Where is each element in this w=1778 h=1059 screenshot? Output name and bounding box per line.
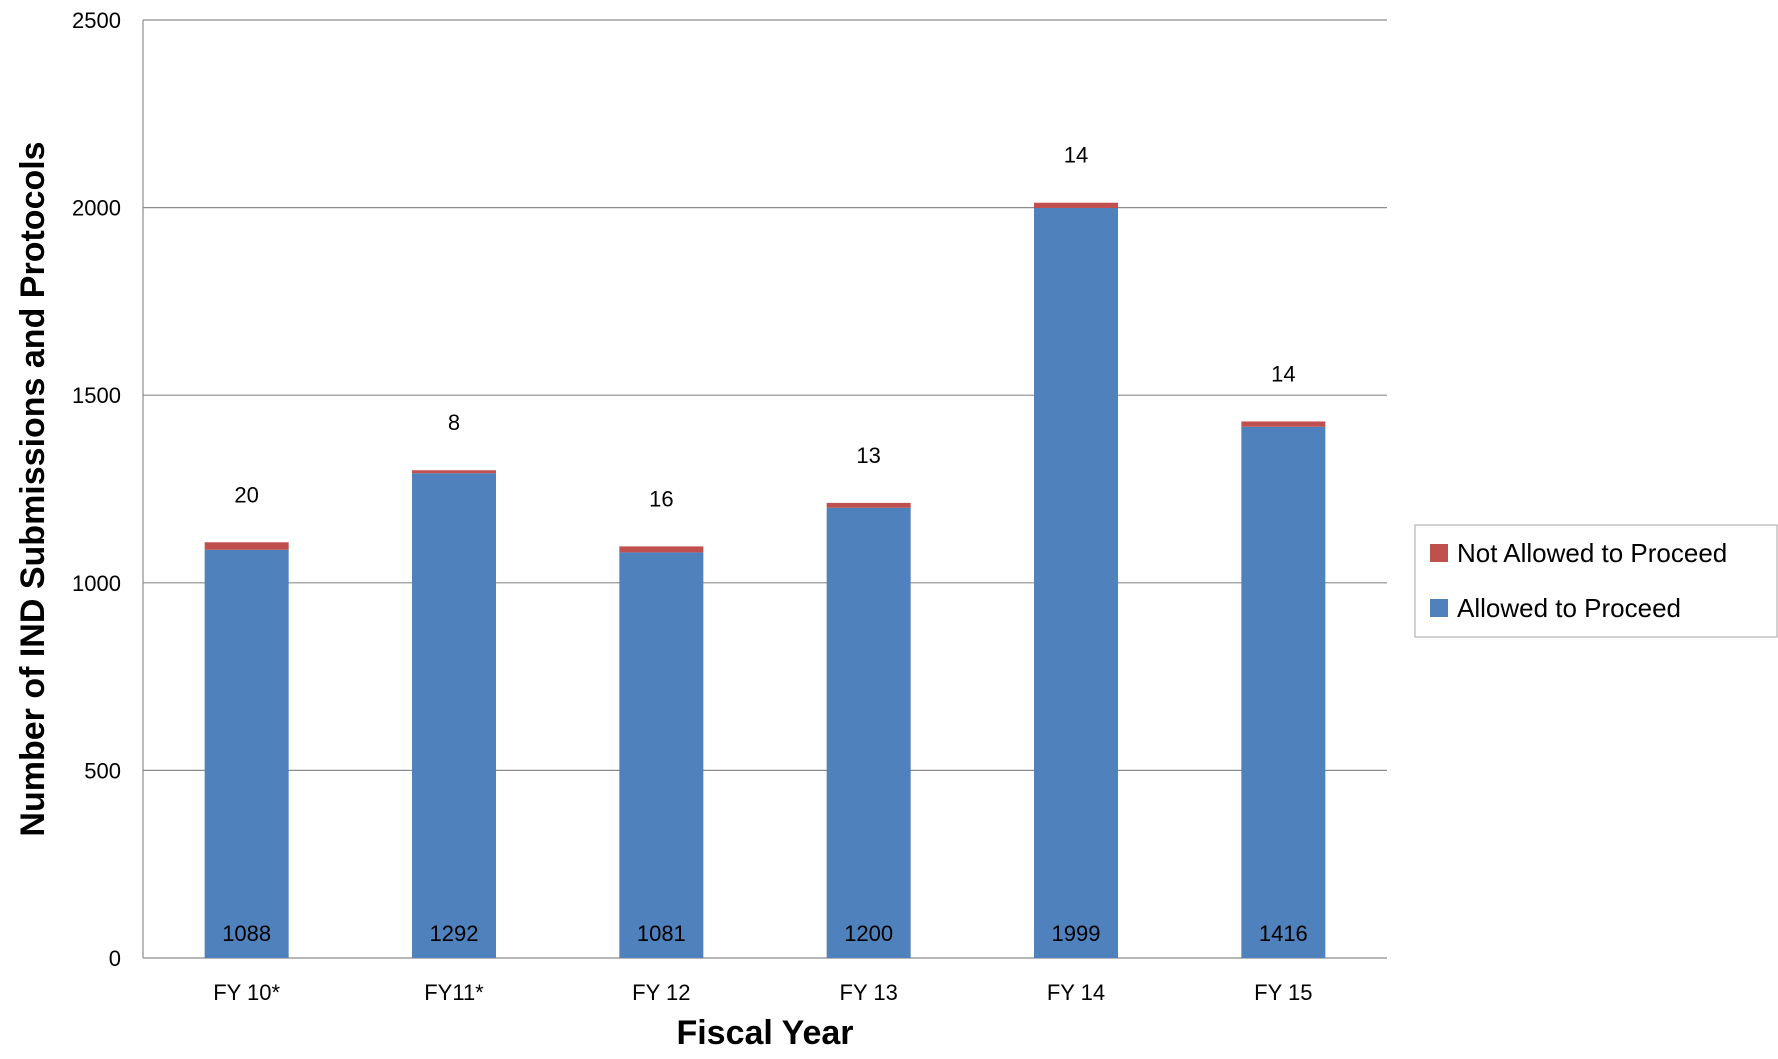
x-tick-label: FY 10* (213, 980, 280, 1005)
bar-allowed (1034, 207, 1118, 958)
bar-allowed (412, 473, 496, 958)
bar-allowed (1241, 426, 1326, 958)
legend-label: Not Allowed to Proceed (1457, 538, 1727, 568)
bar-allowed (204, 549, 289, 958)
x-tick-label: FY 12 (632, 980, 690, 1005)
data-label-allowed: 1416 (1259, 921, 1308, 946)
x-tick-label: FY 15 (1254, 980, 1312, 1005)
legend-label: Allowed to Proceed (1457, 593, 1681, 623)
y-tick-label: 500 (84, 758, 121, 783)
legend-swatch (1430, 544, 1448, 562)
data-label-not-allowed: 14 (1271, 361, 1295, 386)
y-tick-label: 0 (109, 946, 121, 971)
data-labels: 1088 20 1292 8 1081 16 1200 13 1999 14 1416 14 (222, 143, 1308, 946)
bar-not-allowed (204, 542, 289, 550)
data-label-allowed: 1200 (844, 921, 893, 946)
data-label-not-allowed: 20 (234, 482, 258, 507)
data-label-not-allowed: 13 (856, 443, 880, 468)
data-label-allowed: 1081 (637, 921, 686, 946)
data-label-not-allowed: 8 (448, 410, 460, 435)
y-tick-label: 2000 (72, 196, 121, 221)
legend-swatch (1430, 599, 1448, 617)
bar-not-allowed (619, 546, 704, 553)
bar-allowed (826, 507, 911, 958)
data-label-allowed: 1088 (222, 921, 271, 946)
x-axis-title: Fiscal Year (676, 1014, 853, 1052)
bar-allowed (619, 552, 704, 958)
y-axis-title: Number of IND Submissions and Protocols (14, 141, 52, 836)
gridlines (143, 19, 1387, 772)
x-tick-labels: FY 10* FY11* FY 12 FY 13 FY 14 FY 15 (213, 980, 1312, 1005)
y-tick-label: 1500 (72, 383, 121, 408)
bar-not-allowed (1241, 421, 1326, 427)
y-tick-label: 1000 (72, 571, 121, 596)
x-tick-label: FY11* (424, 980, 484, 1005)
data-label-not-allowed: 16 (649, 486, 673, 511)
axes (142, 20, 1387, 959)
data-label-allowed: 1999 (1052, 921, 1101, 946)
x-tick-label: FY 14 (1047, 980, 1105, 1005)
data-label-not-allowed: 14 (1064, 143, 1088, 168)
legend-box (1414, 524, 1778, 638)
data-label-allowed: 1292 (430, 921, 479, 946)
bar-not-allowed (412, 470, 496, 474)
bar-not-allowed (1034, 202, 1118, 208)
bar-not-allowed (826, 502, 911, 508)
y-tick-labels: 0 500 1000 1500 2000 2500 (72, 8, 121, 971)
x-tick-label: FY 13 (840, 980, 898, 1005)
y-tick-label: 2500 (72, 8, 121, 33)
bars (204, 202, 1326, 958)
legend: Not Allowed to Proceed Allowed to Proceed (1414, 524, 1778, 638)
